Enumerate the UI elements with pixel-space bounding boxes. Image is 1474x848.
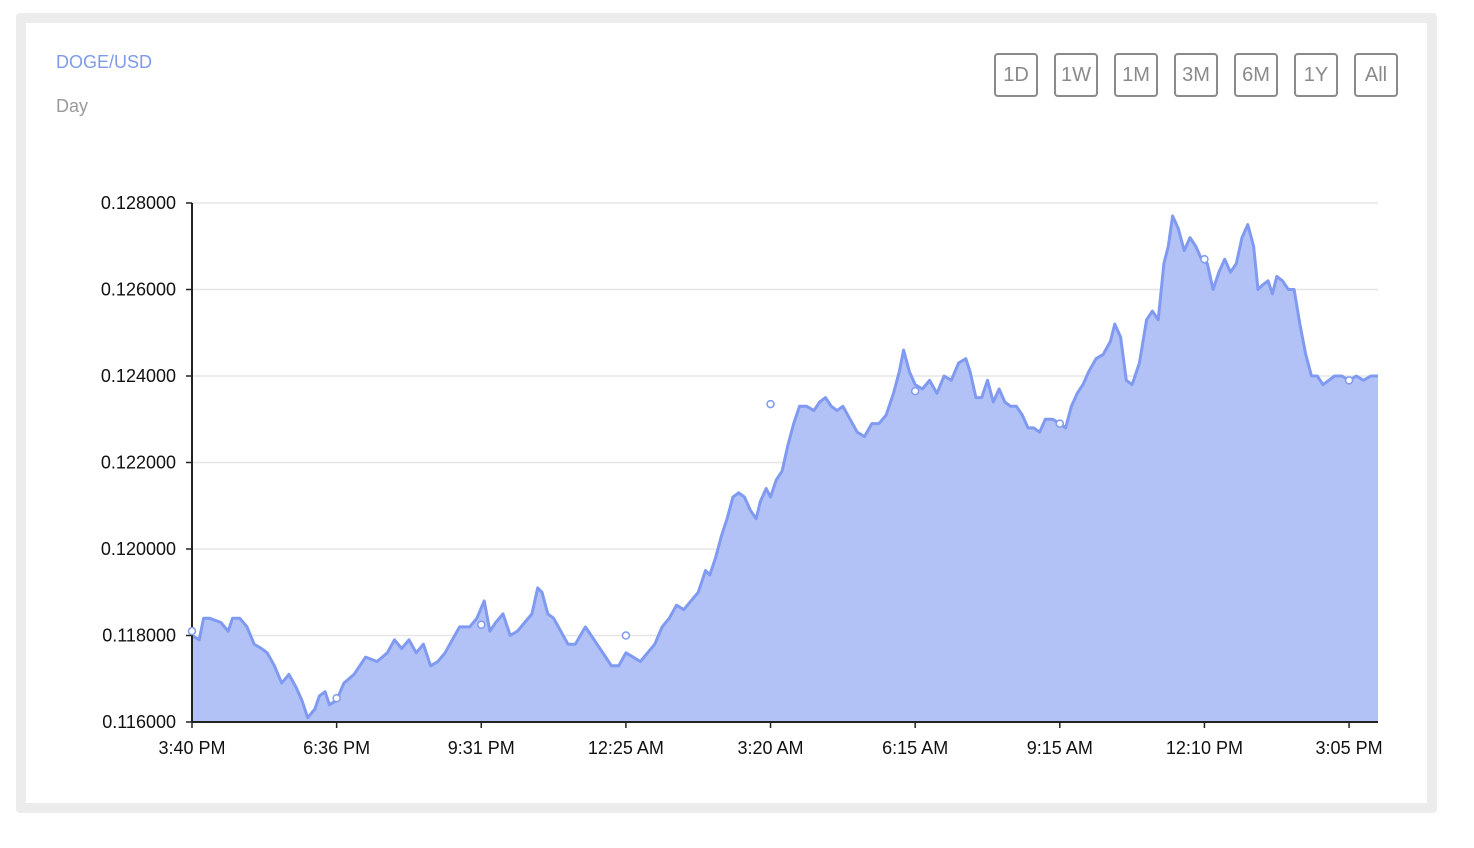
range-button-3m[interactable]: 3M	[1174, 53, 1218, 97]
y-tick-label: 0.122000	[101, 453, 176, 473]
x-tick-label: 9:31 PM	[448, 738, 515, 758]
range-button-6m[interactable]: 6M	[1234, 53, 1278, 97]
data-point[interactable]	[1344, 376, 1354, 385]
data-point[interactable]	[621, 631, 631, 640]
x-tick-label: 3:40 PM	[158, 738, 225, 758]
x-tick-label: 3:05 PM	[1316, 738, 1383, 758]
x-tick-label: 9:15 AM	[1027, 738, 1093, 758]
y-tick-label: 0.128000	[101, 193, 176, 213]
data-point[interactable]	[477, 620, 486, 629]
y-tick-label: 0.124000	[101, 366, 176, 386]
axes: 0.128000 0.126000 0.124000 0.122000 0.120000…	[101, 193, 1383, 758]
x-tick-label: 12:10 PM	[1166, 738, 1243, 758]
range-button-1w[interactable]: 1W	[1054, 53, 1098, 97]
range-button-1y[interactable]: 1Y	[1294, 53, 1338, 97]
y-tick-label: 0.120000	[101, 539, 176, 559]
data-point[interactable]	[1055, 419, 1065, 428]
price-area-fill	[192, 216, 1378, 722]
y-tick-label: 0.118000	[102, 626, 176, 646]
x-tick-label: 12:25 AM	[588, 738, 664, 758]
data-point[interactable]	[766, 399, 775, 409]
data-markers	[187, 254, 1354, 703]
range-button-1m[interactable]: 1M	[1114, 53, 1158, 97]
data-point[interactable]	[1200, 254, 1209, 264]
period-subtitle: Day	[56, 96, 89, 116]
x-tick-label: 6:36 PM	[303, 738, 370, 758]
pair-title: DOGE/USD	[56, 52, 153, 72]
data-point[interactable]	[910, 386, 920, 396]
range-button-all[interactable]: All	[1354, 53, 1398, 97]
range-selector: 1D 1W 1M 3M 6M 1Y All	[994, 53, 1398, 97]
price-line	[191, 214, 1378, 720]
y-tick-label: 0.116000	[102, 712, 176, 732]
x-tick-label: 6:15 AM	[882, 738, 948, 758]
range-button-1d[interactable]: 1D	[994, 53, 1038, 97]
y-tick-label: 0.126000	[101, 280, 176, 300]
data-point[interactable]	[332, 693, 341, 703]
x-tick-label: 3:20 AM	[738, 738, 804, 758]
data-point[interactable]	[187, 626, 197, 636]
